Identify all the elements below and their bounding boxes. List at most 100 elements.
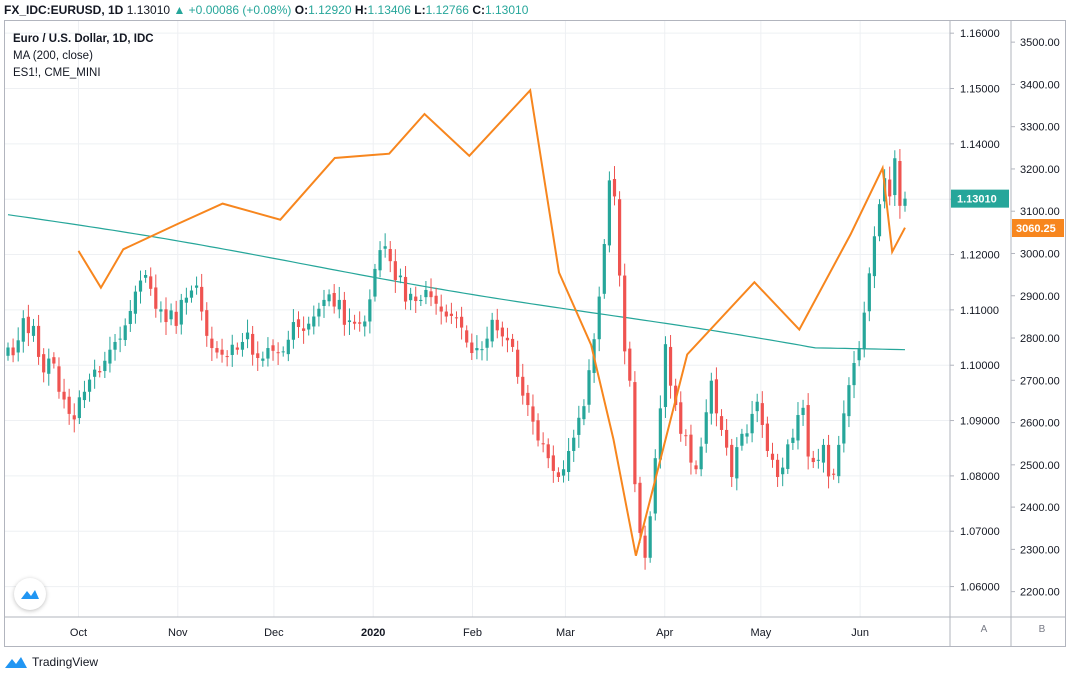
candle-body bbox=[403, 276, 408, 302]
candle-body bbox=[317, 308, 321, 317]
candle-body bbox=[322, 299, 326, 306]
y-left-tick-label: 1.15000 bbox=[960, 84, 1000, 96]
legend-compare[interactable]: ES1!, CME_MINI bbox=[13, 67, 101, 79]
auto-scale-button[interactable]: A bbox=[980, 624, 988, 635]
high-label: H: bbox=[354, 3, 368, 17]
tradingview-logo-icon bbox=[5, 657, 27, 668]
candle-body bbox=[750, 413, 754, 434]
legend-ma[interactable]: MA (200, close) bbox=[13, 50, 93, 62]
candle-body bbox=[888, 179, 892, 197]
candle-body bbox=[510, 338, 515, 347]
y-left-tick-label: 1.12000 bbox=[960, 250, 1000, 262]
candle-body bbox=[791, 437, 795, 443]
tradingview-badge-icon[interactable] bbox=[14, 578, 46, 610]
candle-body bbox=[36, 325, 41, 357]
candle-body bbox=[164, 309, 168, 323]
candle-body bbox=[414, 296, 418, 302]
candle-body bbox=[42, 354, 46, 373]
candle-body bbox=[210, 338, 214, 349]
candle-body bbox=[689, 434, 693, 463]
candle-body bbox=[541, 443, 545, 445]
candle-body bbox=[781, 467, 785, 475]
ma-line bbox=[7, 214, 906, 351]
candle-body bbox=[500, 327, 504, 337]
candle-body bbox=[796, 415, 800, 441]
last-price: 1.13010 bbox=[126, 3, 171, 17]
candle-body bbox=[582, 406, 586, 420]
candle-body bbox=[108, 349, 112, 364]
candle-body bbox=[271, 345, 275, 351]
x-tick-label: 2020 bbox=[361, 627, 385, 639]
candle-body bbox=[546, 444, 550, 459]
candle-body bbox=[561, 469, 566, 476]
candle-body bbox=[352, 321, 357, 324]
candle-body bbox=[358, 322, 362, 324]
candle-body bbox=[903, 198, 907, 206]
low-value: 1.12766 bbox=[425, 3, 469, 17]
candle-body bbox=[327, 294, 331, 302]
footer: TradingView bbox=[4, 652, 98, 672]
candle-body bbox=[138, 280, 143, 292]
close-label: C: bbox=[472, 3, 485, 17]
candle-body bbox=[521, 376, 525, 396]
candle-body bbox=[556, 472, 561, 477]
scale-b-button[interactable]: B bbox=[1038, 624, 1046, 635]
candle-body bbox=[459, 316, 464, 328]
last-price-tag-label: 1.13010 bbox=[957, 194, 997, 206]
candle-body bbox=[159, 309, 163, 312]
candle-body bbox=[347, 320, 352, 323]
axis-labels: Oct Nov Dec 2020 Feb Mar Apr May Jun 1.16000 1.150… bbox=[70, 28, 1064, 639]
candle-body bbox=[368, 299, 372, 322]
candle-body bbox=[714, 379, 719, 414]
x-tick-label: Feb bbox=[463, 627, 482, 639]
candle-body bbox=[11, 347, 15, 356]
candle-body bbox=[663, 344, 668, 407]
candle-body bbox=[826, 444, 831, 477]
candle-body bbox=[536, 420, 540, 441]
candle-body bbox=[398, 275, 403, 278]
es-last-tag-label: 3060.25 bbox=[1016, 223, 1056, 235]
es-line bbox=[77, 88, 906, 556]
candle-body bbox=[760, 403, 764, 425]
candle-body bbox=[877, 204, 882, 237]
candle-body bbox=[475, 348, 479, 351]
symbol-label: FX_IDC:EURUSD, 1D bbox=[4, 3, 124, 17]
y-left-tick-label: 1.16000 bbox=[960, 28, 1000, 40]
candle-body bbox=[245, 332, 250, 340]
candle-body bbox=[648, 516, 652, 558]
candle-body bbox=[378, 250, 382, 271]
close-value: 1.13010 bbox=[484, 3, 529, 17]
candle-body bbox=[256, 353, 260, 359]
candle-body bbox=[775, 459, 780, 477]
x-tick-label: Mar bbox=[556, 627, 575, 639]
candle-body bbox=[363, 321, 367, 327]
candle-body bbox=[82, 391, 87, 401]
low-label: L: bbox=[414, 3, 426, 17]
candle-body bbox=[67, 396, 71, 414]
candle-body bbox=[184, 297, 188, 303]
candle-body bbox=[444, 311, 448, 317]
candle-body bbox=[811, 457, 815, 463]
candle-body bbox=[261, 358, 265, 361]
candle-body bbox=[179, 299, 183, 325]
candle-body bbox=[26, 316, 30, 334]
candle-body bbox=[684, 435, 688, 437]
candle-body bbox=[93, 369, 97, 377]
candle-body bbox=[679, 402, 683, 434]
candle-body bbox=[342, 299, 346, 325]
change-value: +0.00086 (+0.08%) bbox=[188, 3, 292, 17]
candle-body bbox=[842, 413, 846, 444]
y-right-tick-label: 2500.00 bbox=[1020, 460, 1060, 472]
grid bbox=[5, 21, 950, 617]
candle-body bbox=[567, 450, 571, 473]
candle-body bbox=[454, 317, 459, 319]
open-value: 1.12920 bbox=[308, 3, 352, 17]
candle-body bbox=[821, 444, 826, 463]
candle-body bbox=[332, 292, 336, 307]
candle-body bbox=[531, 406, 535, 422]
candle-body bbox=[87, 379, 92, 392]
candle-body bbox=[658, 408, 662, 460]
y-right-tick-label: 2700.00 bbox=[1020, 375, 1060, 387]
candle-body bbox=[852, 362, 856, 386]
